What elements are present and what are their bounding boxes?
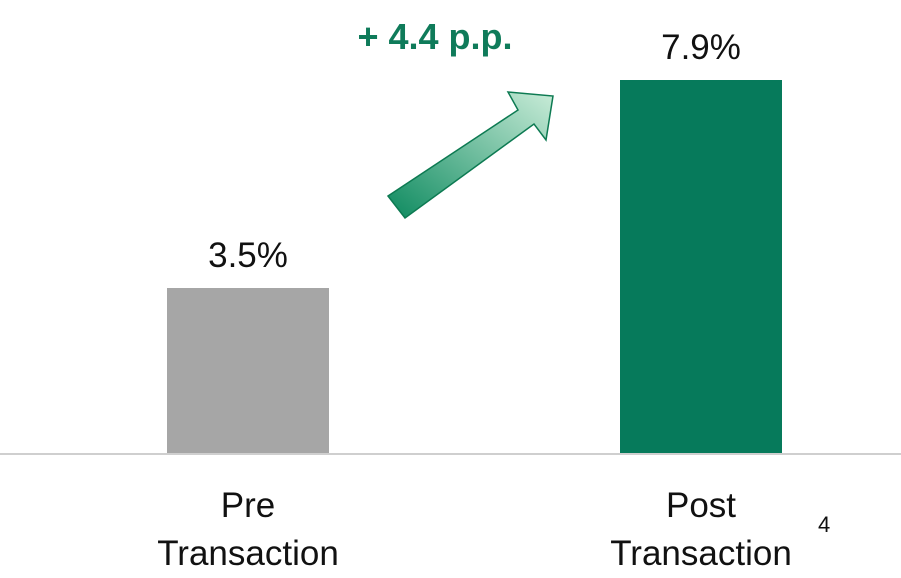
footnote: 4: [818, 512, 831, 537]
bar: [167, 287, 329, 453]
annotation: + 4.4 p.p.: [357, 16, 513, 57]
x-tick-label: Post Transaction: [610, 486, 792, 573]
value-label: 3.5%: [208, 235, 288, 275]
increase-arrow: [386, 91, 554, 220]
x-tick-label: Pre Transaction: [157, 486, 339, 573]
value-label: 7.9%: [661, 28, 741, 68]
baseline: [0, 453, 901, 455]
bar: [620, 80, 782, 453]
